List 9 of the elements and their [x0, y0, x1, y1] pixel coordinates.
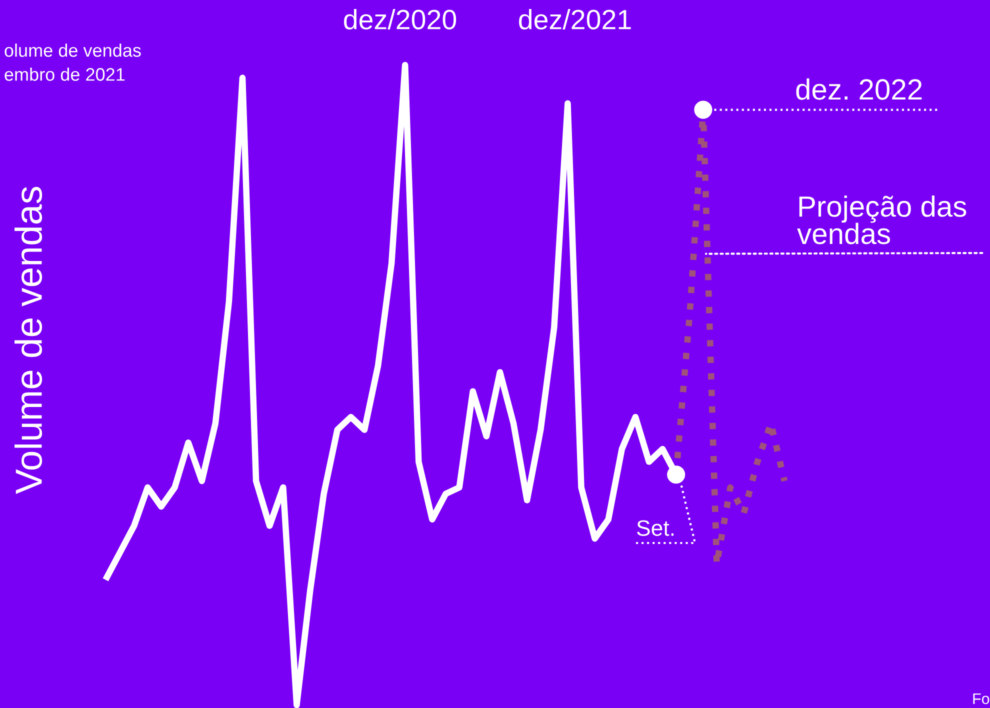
y-axis-title: Volume de vendas	[14, 186, 42, 494]
annotation: embro de 2021	[4, 68, 125, 81]
text: dez/2021	[519, 9, 631, 30]
text: Fo	[973, 693, 990, 704]
text: olume de vendas	[4, 44, 141, 57]
annotation: Set.	[637, 520, 674, 536]
text: dez. 2022	[796, 78, 922, 100]
text: dez/2020	[344, 9, 456, 30]
text: Projeção das vendas	[797, 195, 966, 244]
